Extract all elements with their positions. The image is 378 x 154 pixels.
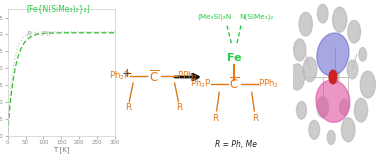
Circle shape [329, 70, 337, 84]
Circle shape [318, 4, 328, 23]
Text: Ph$_2$P: Ph$_2$P [109, 70, 130, 83]
Text: R: R [212, 114, 218, 123]
Ellipse shape [317, 33, 349, 76]
Text: Ph$_2$P: Ph$_2$P [190, 78, 211, 90]
Circle shape [354, 98, 368, 122]
Text: R: R [253, 114, 259, 123]
Circle shape [341, 118, 355, 142]
Circle shape [317, 97, 328, 117]
Circle shape [348, 20, 361, 43]
Circle shape [339, 99, 349, 115]
Circle shape [299, 12, 312, 36]
Text: +: + [121, 67, 132, 80]
Text: $\mathsf{\overline{C}}$: $\mathsf{\overline{C}}$ [229, 77, 239, 92]
Text: N(SiMe₃)₂: N(SiMe₃)₂ [239, 14, 273, 20]
Circle shape [347, 60, 358, 79]
Circle shape [360, 71, 375, 98]
Text: R = Ph: R = Ph [27, 31, 51, 37]
Text: PPh$_2$: PPh$_2$ [258, 78, 279, 90]
Text: R: R [177, 103, 183, 112]
Circle shape [327, 130, 335, 144]
Circle shape [290, 64, 305, 90]
X-axis label: T [K]: T [K] [53, 146, 70, 153]
Text: R: R [125, 103, 131, 112]
Text: [Fe{N(SiMe₃)₂}₂]: [Fe{N(SiMe₃)₂}₂] [27, 5, 90, 14]
Circle shape [359, 48, 367, 61]
Circle shape [294, 39, 306, 61]
Circle shape [296, 101, 307, 119]
Circle shape [333, 7, 347, 32]
Text: PPh$_2$: PPh$_2$ [177, 70, 198, 83]
Text: Fe: Fe [227, 53, 242, 63]
Text: $\mathsf{\overline{C}}$: $\mathsf{\overline{C}}$ [149, 69, 159, 85]
Text: R = Ph, Me: R = Ph, Me [215, 140, 257, 149]
Text: (Me₃Si)₂N: (Me₃Si)₂N [197, 14, 231, 20]
Circle shape [332, 71, 339, 83]
Ellipse shape [316, 80, 350, 122]
Circle shape [303, 57, 317, 82]
Circle shape [309, 120, 319, 139]
